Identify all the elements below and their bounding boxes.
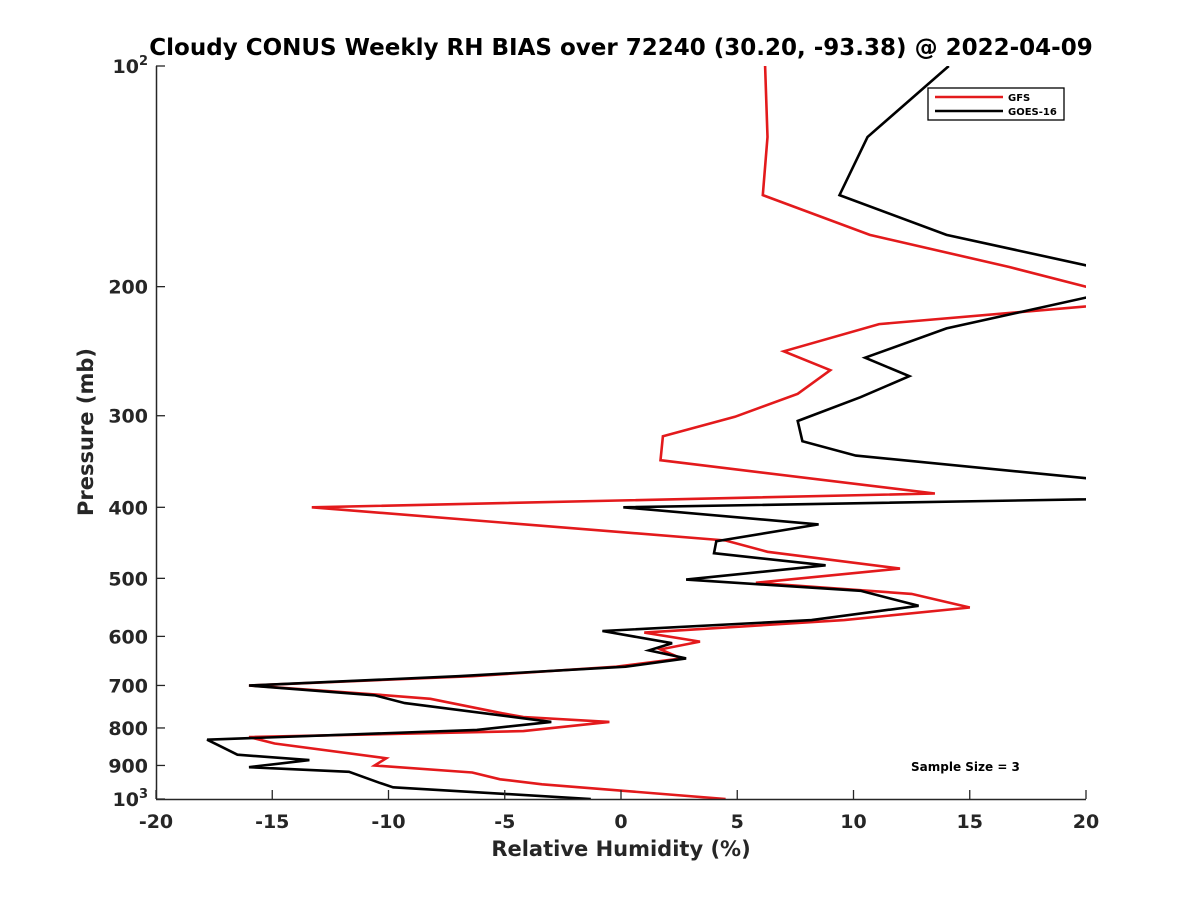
legend-label-goes16: GOES-16 <box>1008 107 1057 118</box>
x-tick-label: 15 <box>957 811 983 833</box>
y-tick-label: 500 <box>108 568 148 590</box>
y-axis-label: Pressure (mb) <box>74 348 98 516</box>
sample-size-annotation: Sample Size = 3 <box>911 760 1020 774</box>
y-tick-label: 700 <box>108 675 148 697</box>
legend-label-gfs: GFS <box>1008 93 1030 104</box>
y-tick-label: 900 <box>108 755 148 777</box>
x-tick-label: 10 <box>840 811 866 833</box>
x-axis-label: Relative Humidity (%) <box>491 837 750 861</box>
x-tick-label: -10 <box>371 811 405 833</box>
y-tick-label: 102 <box>113 54 149 78</box>
x-tick-label: -15 <box>255 811 289 833</box>
y-tick-label: 600 <box>108 626 148 648</box>
y-tick-label: 800 <box>108 718 148 740</box>
y-tick-label: 200 <box>108 277 148 299</box>
x-tick-label: -20 <box>139 811 173 833</box>
axes <box>155 66 1086 801</box>
plot-area <box>156 66 1086 799</box>
y-tick-label: 400 <box>108 497 148 519</box>
x-ticks: -20 -15 -10 -5 0 5 10 15 20 <box>139 790 1099 833</box>
series-layer <box>206 66 1086 799</box>
y-ticks: 102 200 300 400 500 600 700 800 900 103 <box>108 54 165 811</box>
chart-title: Cloudy CONUS Weekly RH BIAS over 72240 (… <box>149 35 1092 61</box>
legend: GFS GOES-16 <box>927 87 1065 121</box>
x-tick-label: 20 <box>1073 811 1099 833</box>
legend-box <box>927 87 1065 121</box>
x-tick-label: -5 <box>494 811 515 833</box>
y-tick-label: 103 <box>113 787 149 811</box>
x-tick-label: 0 <box>614 811 627 833</box>
x-tick-label: 5 <box>731 811 744 833</box>
y-tick-label: 300 <box>108 406 148 428</box>
series-line-goes16 <box>206 66 1086 799</box>
